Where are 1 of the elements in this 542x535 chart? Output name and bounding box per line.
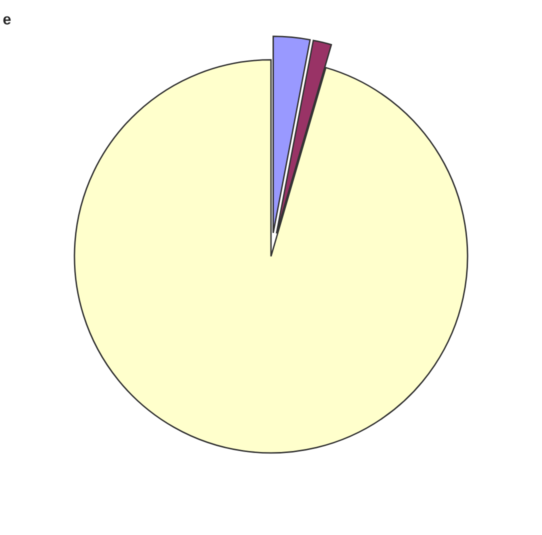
text: e: [3, 16, 11, 25]
